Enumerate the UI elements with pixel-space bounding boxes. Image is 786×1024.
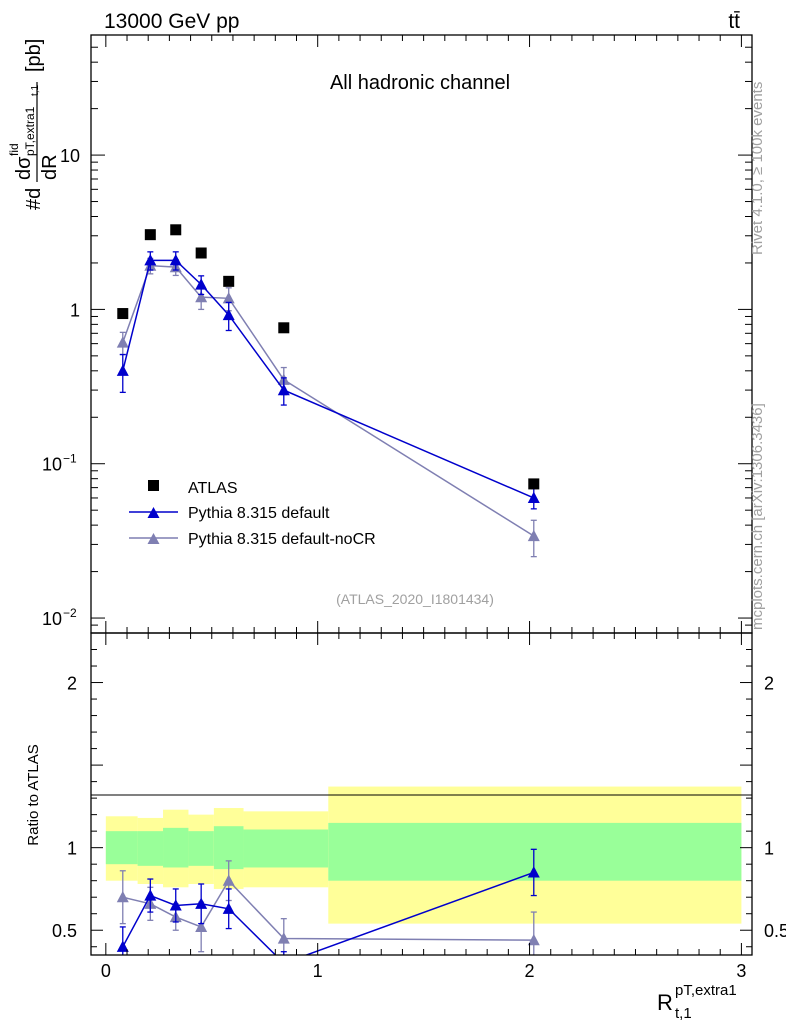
xlabel-base: R [657,990,673,1015]
ratio-default-point-4 [222,902,235,914]
ratio-ytick-label-left-2: 0.5 [52,921,77,941]
legend: ATLAS Pythia 8.315 default Pythia 8.315 … [129,480,376,548]
legend-atlas-label: ATLAS [188,480,238,497]
main-default-line [122,259,535,499]
band-inner-2 [163,827,189,868]
ratio-default-point-2 [169,899,182,911]
main-default-point-2 [169,254,182,266]
main-ytick-exp-3: −2 [63,606,77,620]
legend-atlas-marker [148,480,159,491]
main-atlas-point-3 [195,247,207,259]
main-atlas-point-6 [528,478,540,490]
ratio-ytick-label-right-1: 1 [764,839,774,859]
ratio-axis-ticks [91,632,752,955]
main-ytick-label-3: 10 [42,609,62,629]
main-atlas-point-0 [117,308,129,320]
mcplots-label: mcplots.cern.ch [arXiv:1306.3436] [749,403,766,630]
band-inner-5 [243,829,329,868]
main-atlas-point-5 [278,322,290,334]
ratio-nocr-point-3 [195,920,208,933]
ratio-ytick-label-right-2: 0.5 [764,921,786,941]
band-inner-0 [105,831,138,865]
ratio-ytick-label-left-0: 2 [67,674,77,694]
main-y-axis-label: #d dσ fid pT,extra1 t,1 dR [pb] [7,39,61,210]
ratio-default-point-5 [278,957,290,968]
legend-default-label: Pythia 8.315 default [188,505,330,522]
ratio-series [116,848,540,968]
ratio-default-errbar-5 [280,951,287,955]
x-axis-label: R pT,extra1 t,1 [657,982,737,1022]
ylabel-sub: pT,extra1 [23,106,37,156]
main-atlas-point-4 [223,275,235,287]
ratio-default-point-1 [144,889,157,901]
analysis-id-label: (ATLAS_2020_I1801434) [336,591,494,607]
main-nocr-point-0 [116,336,129,348]
ratio-xtick-label-2: 2 [525,961,535,981]
ratio-ytick-label-right-0: 2 [764,674,774,694]
ratio-xtick-label-1: 1 [313,961,323,981]
main-atlas-point-1 [144,229,156,241]
ratio-nocr-point-5 [277,932,290,944]
main-series [116,224,540,558]
main-default-point-5 [277,383,290,396]
ylabel-denominator: dR [39,154,61,180]
main-nocr-line [122,264,535,537]
plot-title: All hadronic channel [330,72,510,94]
ratio-frame [90,632,753,956]
ratio-nocr-point-0 [116,890,129,903]
main-nocr-point-6 [527,529,540,542]
ratio-ytick-label-left-1: 1 [67,839,77,859]
ylabel-numerator: dσ [13,156,35,180]
main-nocr-point-3 [195,290,208,303]
main-nocr-point-4 [222,292,235,304]
legend-default-marker [147,507,160,518]
xlabel-sup: pT,extra1 [675,982,737,999]
main-default-point-4 [222,308,235,321]
legend-nocr-label: Pythia 8.315 default-noCR [188,531,376,548]
main-ytick-label-1: 1 [70,300,80,320]
xlabel-sub: t,1 [675,1005,692,1022]
ratio-xtick-label-0: 0 [101,961,111,981]
ratio-default-point-3 [195,897,208,909]
ratio-default-point-6 [527,866,540,878]
ratio-series-clipped [116,848,540,968]
main-ytick-label-0: 10 [60,146,80,166]
main-default-point-6 [527,491,540,504]
ratio-nocr-point-4 [222,874,235,886]
main-ytick-exp-2: −1 [63,452,77,466]
main-ytick-label-2: 10 [42,455,62,475]
ratio-xtick-label-3: 3 [736,961,746,981]
ratio-tick-labels: 2 2 1 1 0.5 0.5 0 1 2 3 [52,674,786,981]
ratio-y-axis-label: Ratio to ATLAS [25,744,42,845]
main-default-point-1 [144,254,157,266]
legend-nocr-marker [147,533,160,544]
main-default-point-3 [195,278,208,290]
ylabel-sub2: t,1 [30,84,41,96]
ylabel-sup: fid [7,143,21,156]
process-label: tt̄ [728,10,740,33]
band-inner-1 [137,831,164,866]
ylabel-unit: [pb] [23,39,45,72]
ratio-default-point-0 [116,940,129,952]
ylabel-prefix: #d [23,188,45,210]
band-inner-3 [188,831,214,866]
energy-label: 13000 GeV pp [104,10,239,33]
ratio-nocr-point-6 [527,933,540,946]
main-atlas-point-2 [170,224,182,236]
rivet-label: Rivet 4.1.0, ≥ 100k events [749,82,766,255]
main-default-point-0 [116,364,129,376]
